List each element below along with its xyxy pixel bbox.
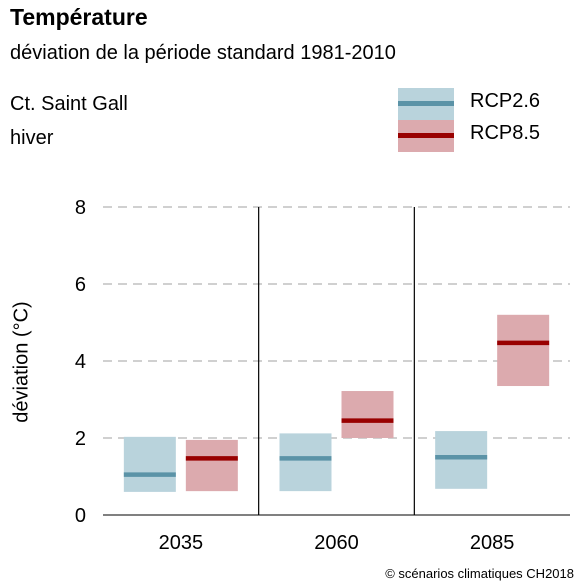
range-box-rcp85-2085	[497, 314, 550, 387]
season-label: hiver	[10, 127, 54, 149]
chart-title: Température	[10, 4, 148, 30]
chart-subtitle: déviation de la période standard 1981-20…	[10, 42, 396, 64]
range-box-rcp26-2035	[123, 436, 176, 492]
x-tick-label-2085: 2085	[470, 532, 515, 554]
y-tick-label-4: 4	[75, 351, 86, 373]
region-label: Ct. Saint Gall	[10, 93, 128, 115]
y-tick-label-6: 6	[75, 274, 86, 296]
range-box-rcp85-2035	[185, 439, 238, 492]
x-tick-label-2060: 2060	[314, 532, 359, 554]
legend-item-rcp85: RCP8.5	[398, 120, 568, 152]
range-box-rcp26-2060	[279, 433, 332, 492]
range-box-rcp26-2085	[435, 431, 488, 489]
y-tick-label-0: 0	[75, 505, 86, 527]
legend-label-rcp26: RCP2.6	[470, 90, 541, 112]
credit-text: © scénarios climatiques CH2018	[385, 566, 574, 581]
legend-label-rcp85: RCP8.5	[470, 122, 541, 144]
legend-item-rcp26: RCP2.6	[398, 88, 568, 120]
y-tick-label-8: 8	[75, 197, 86, 219]
legend-line-rcp26	[398, 101, 454, 106]
range-box-rcp85-2060	[341, 391, 394, 438]
x-tick-label-2035: 2035	[159, 532, 204, 554]
y-tick-label-2: 2	[75, 428, 86, 450]
legend-line-rcp85	[398, 133, 454, 138]
